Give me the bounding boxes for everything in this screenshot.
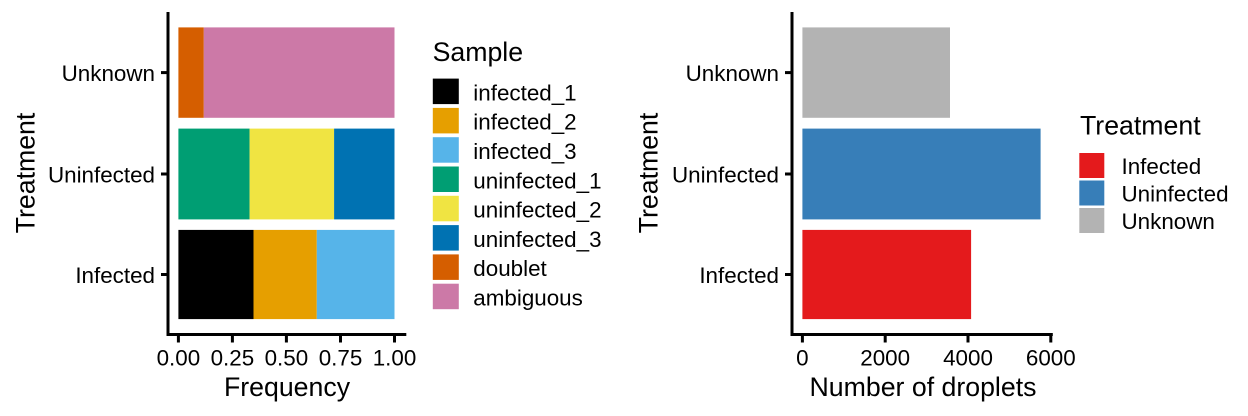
- svg-text:infected_1: infected_1: [473, 80, 576, 105]
- svg-text:Infected: Infected: [699, 263, 779, 288]
- svg-text:infected_3: infected_3: [473, 139, 576, 164]
- svg-text:Treatment: Treatment: [1080, 110, 1201, 140]
- svg-text:Treatment: Treatment: [634, 112, 664, 233]
- svg-text:doublet: doublet: [473, 256, 547, 281]
- svg-text:0.00: 0.00: [157, 346, 201, 371]
- svg-text:0.75: 0.75: [319, 346, 363, 371]
- svg-text:Treatment: Treatment: [11, 112, 41, 233]
- svg-text:Unknown: Unknown: [62, 61, 155, 86]
- svg-text:Unknown: Unknown: [686, 61, 779, 86]
- svg-text:uninfected_3: uninfected_3: [473, 227, 601, 252]
- svg-text:2000: 2000: [860, 346, 910, 371]
- svg-text:Infected: Infected: [1122, 154, 1202, 179]
- svg-text:1.00: 1.00: [373, 346, 417, 371]
- svg-text:0.50: 0.50: [265, 346, 309, 371]
- svg-text:Uninfected: Uninfected: [48, 162, 155, 187]
- svg-text:4000: 4000: [943, 346, 993, 371]
- svg-text:6000: 6000: [1026, 346, 1076, 371]
- svg-text:Uninfected: Uninfected: [672, 162, 779, 187]
- svg-text:0.25: 0.25: [211, 346, 255, 371]
- svg-text:Frequency: Frequency: [224, 372, 351, 402]
- svg-text:uninfected_1: uninfected_1: [473, 168, 601, 193]
- svg-text:ambiguous: ambiguous: [473, 286, 583, 311]
- svg-text:Unknown: Unknown: [1122, 209, 1215, 234]
- svg-text:Uninfected: Uninfected: [1122, 182, 1229, 207]
- svg-text:Number of droplets: Number of droplets: [810, 372, 1037, 402]
- svg-text:infected_2: infected_2: [473, 110, 576, 135]
- svg-text:Sample: Sample: [433, 37, 523, 67]
- svg-text:Infected: Infected: [75, 263, 155, 288]
- svg-text:0: 0: [796, 346, 808, 371]
- svg-text:uninfected_2: uninfected_2: [473, 198, 601, 223]
